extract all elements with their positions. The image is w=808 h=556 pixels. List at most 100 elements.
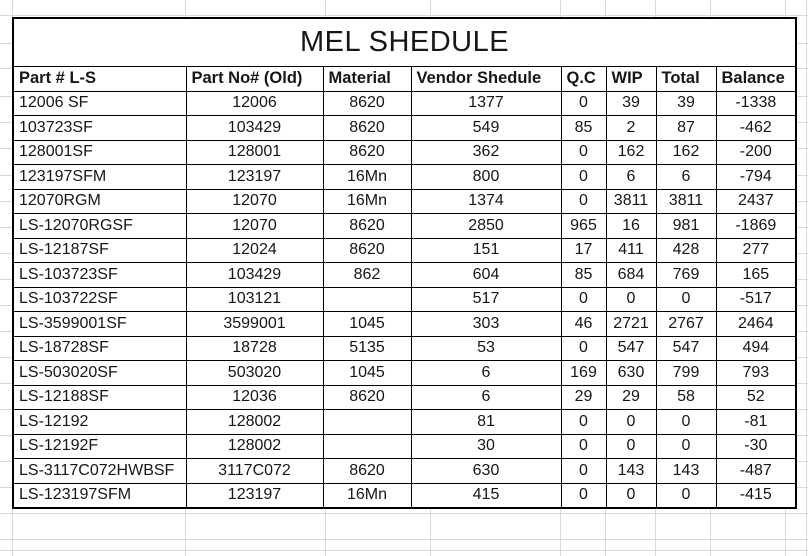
cell-total[interactable]: 2767 xyxy=(655,311,717,337)
cell-material[interactable]: 8620 xyxy=(322,90,412,116)
cell-balance[interactable]: -200 xyxy=(715,139,797,165)
cell-vendor-schedule[interactable]: 81 xyxy=(410,409,562,435)
cell-qc[interactable]: 0 xyxy=(560,286,607,312)
cell-balance[interactable]: 277 xyxy=(715,237,797,263)
cell-part-old[interactable]: 103121 xyxy=(185,286,324,312)
cell-balance[interactable]: 52 xyxy=(715,384,797,410)
table-title[interactable]: MEL SHEDULE xyxy=(12,17,797,67)
cell-qc[interactable]: 85 xyxy=(560,262,607,288)
cell-part-ls[interactable]: 12070RGM xyxy=(12,188,187,214)
cell-wip[interactable]: 0 xyxy=(605,433,657,459)
cell-vendor-schedule[interactable]: 1377 xyxy=(410,90,562,116)
cell-part-ls[interactable]: LS-18728SF xyxy=(12,335,187,361)
cell-total[interactable]: 162 xyxy=(655,139,717,165)
cell-part-ls[interactable]: LS-103723SF xyxy=(12,262,187,288)
cell-qc[interactable]: 85 xyxy=(560,115,607,141)
cell-wip[interactable]: 3811 xyxy=(605,188,657,214)
cell-part-ls[interactable]: LS-503020SF xyxy=(12,360,187,386)
cell-total[interactable]: 547 xyxy=(655,335,717,361)
cell-balance[interactable]: 2464 xyxy=(715,311,797,337)
cell-vendor-schedule[interactable]: 604 xyxy=(410,262,562,288)
column-header-qc[interactable]: Q.C xyxy=(560,65,607,92)
cell-part-ls[interactable]: LS-103722SF xyxy=(12,286,187,312)
cell-material[interactable] xyxy=(322,286,412,312)
cell-qc[interactable]: 0 xyxy=(560,164,607,190)
cell-part-ls[interactable]: 123197SFM xyxy=(12,164,187,190)
column-header-balance[interactable]: Balance xyxy=(715,65,797,92)
cell-material[interactable]: 16Mn xyxy=(322,188,412,214)
cell-total[interactable]: 769 xyxy=(655,262,717,288)
cell-vendor-schedule[interactable]: 303 xyxy=(410,311,562,337)
cell-qc[interactable]: 965 xyxy=(560,213,607,239)
cell-balance[interactable]: 793 xyxy=(715,360,797,386)
cell-balance[interactable]: -487 xyxy=(715,458,797,484)
column-header-total[interactable]: Total xyxy=(655,65,717,92)
cell-part-old[interactable]: 18728 xyxy=(185,335,324,361)
cell-part-old[interactable]: 12070 xyxy=(185,213,324,239)
cell-wip[interactable]: 0 xyxy=(605,286,657,312)
cell-part-old[interactable]: 12036 xyxy=(185,384,324,410)
cell-qc[interactable]: 0 xyxy=(560,90,607,116)
cell-material[interactable]: 8620 xyxy=(322,384,412,410)
cell-qc[interactable]: 0 xyxy=(560,335,607,361)
column-header-part-ls[interactable]: Part # L-S xyxy=(12,65,187,92)
cell-wip[interactable]: 684 xyxy=(605,262,657,288)
cell-total[interactable]: 39 xyxy=(655,90,717,116)
cell-part-ls[interactable]: LS-12192F xyxy=(12,433,187,459)
cell-part-old[interactable]: 128002 xyxy=(185,409,324,435)
cell-part-ls[interactable]: LS-12192 xyxy=(12,409,187,435)
cell-part-ls[interactable]: LS-12187SF xyxy=(12,237,187,263)
cell-wip[interactable]: 0 xyxy=(605,482,657,508)
cell-wip[interactable]: 630 xyxy=(605,360,657,386)
cell-total[interactable]: 87 xyxy=(655,115,717,141)
cell-qc[interactable]: 0 xyxy=(560,458,607,484)
cell-balance[interactable]: -30 xyxy=(715,433,797,459)
cell-part-old[interactable]: 123197 xyxy=(185,164,324,190)
cell-total[interactable]: 58 xyxy=(655,384,717,410)
cell-part-old[interactable]: 128001 xyxy=(185,139,324,165)
column-header-material[interactable]: Material xyxy=(322,65,412,92)
cell-wip[interactable]: 2721 xyxy=(605,311,657,337)
cell-material[interactable] xyxy=(322,409,412,435)
cell-total[interactable]: 143 xyxy=(655,458,717,484)
cell-qc[interactable]: 0 xyxy=(560,482,607,508)
cell-balance[interactable]: -1338 xyxy=(715,90,797,116)
cell-total[interactable]: 0 xyxy=(655,409,717,435)
cell-part-ls[interactable]: LS-12070RGSF xyxy=(12,213,187,239)
cell-total[interactable]: 3811 xyxy=(655,188,717,214)
cell-part-ls[interactable]: 12006 SF xyxy=(12,90,187,116)
cell-vendor-schedule[interactable]: 415 xyxy=(410,482,562,508)
cell-material[interactable] xyxy=(322,433,412,459)
cell-balance[interactable]: 2437 xyxy=(715,188,797,214)
cell-balance[interactable]: 165 xyxy=(715,262,797,288)
cell-part-old[interactable]: 12070 xyxy=(185,188,324,214)
column-header-part-old[interactable]: Part No# (Old) xyxy=(185,65,324,92)
column-header-vendor-schedule[interactable]: Vendor Shedule xyxy=(410,65,562,92)
cell-vendor-schedule[interactable]: 517 xyxy=(410,286,562,312)
cell-vendor-schedule[interactable]: 53 xyxy=(410,335,562,361)
cell-vendor-schedule[interactable]: 6 xyxy=(410,360,562,386)
cell-vendor-schedule[interactable]: 151 xyxy=(410,237,562,263)
cell-part-old[interactable]: 503020 xyxy=(185,360,324,386)
cell-part-ls[interactable]: 128001SF xyxy=(12,139,187,165)
cell-vendor-schedule[interactable]: 1374 xyxy=(410,188,562,214)
cell-material[interactable]: 8620 xyxy=(322,139,412,165)
cell-part-ls[interactable]: LS-3117C072HWBSF xyxy=(12,458,187,484)
column-header-wip[interactable]: WIP xyxy=(605,65,657,92)
cell-material[interactable]: 8620 xyxy=(322,213,412,239)
cell-part-old[interactable]: 128002 xyxy=(185,433,324,459)
cell-total[interactable]: 799 xyxy=(655,360,717,386)
cell-qc[interactable]: 0 xyxy=(560,139,607,165)
cell-balance[interactable]: -517 xyxy=(715,286,797,312)
cell-qc[interactable]: 0 xyxy=(560,433,607,459)
cell-balance[interactable]: -462 xyxy=(715,115,797,141)
cell-wip[interactable]: 6 xyxy=(605,164,657,190)
cell-vendor-schedule[interactable]: 362 xyxy=(410,139,562,165)
cell-part-ls[interactable]: LS-123197SFM xyxy=(12,482,187,508)
cell-part-old[interactable]: 12006 xyxy=(185,90,324,116)
cell-part-ls[interactable]: LS-3599001SF xyxy=(12,311,187,337)
cell-part-old[interactable]: 12024 xyxy=(185,237,324,263)
cell-material[interactable]: 8620 xyxy=(322,458,412,484)
cell-part-old[interactable]: 103429 xyxy=(185,262,324,288)
cell-material[interactable]: 862 xyxy=(322,262,412,288)
